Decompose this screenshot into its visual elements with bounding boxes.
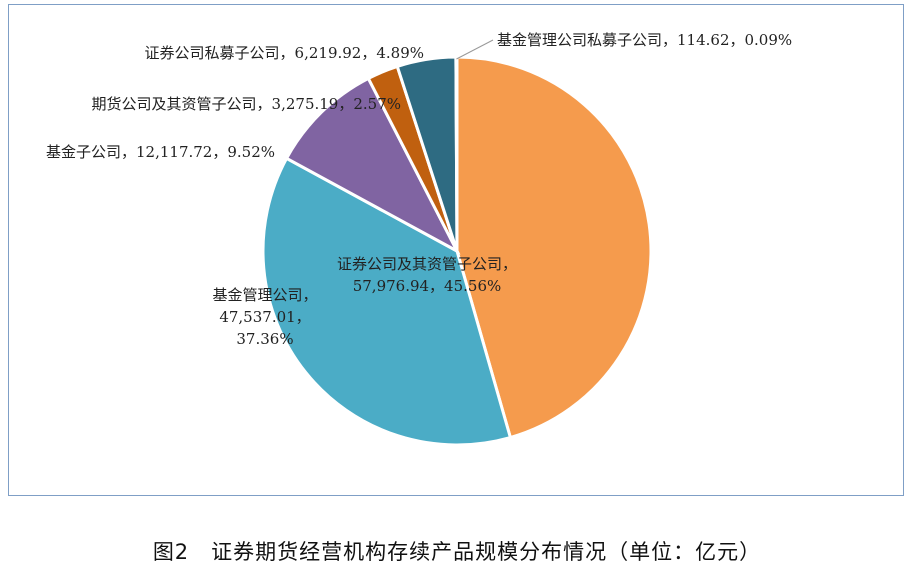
pie-slice-1 (455, 55, 653, 440)
pie-slice-3 (284, 76, 461, 255)
slice-label-6: 基金管理公司私募子公司，114.62，0.09% (497, 31, 792, 49)
slice-label-4: 期货公司及其资管子公司，3,275.19，2.57% (92, 95, 401, 113)
slice-label-5: 证券公司私募子公司，6,219.92，4.89% (145, 44, 424, 62)
slice-label-1: 证券公司及其资管子公司， 57,976.94，45.56% (337, 255, 517, 295)
pie-chart: 证券公司及其资管子公司， 57,976.94，45.56% 基金管理公司， 47,53… (46, 31, 792, 447)
figure-caption: 图2 证券期货经营机构存续产品规模分布情况（单位：亿元） (152, 540, 762, 564)
slice-label-2: 基金管理公司， 47,537.01， 37.36% (212, 286, 317, 348)
pie-slice-2 (261, 156, 513, 447)
pie-slice-6 (454, 55, 459, 252)
leader-line-6 (456, 39, 494, 60)
slice-label-3: 基金子公司，12,117.72，9.52% (46, 143, 275, 161)
chart-frame: 证券公司及其资管子公司， 57,976.94，45.56% 基金管理公司， 47,53… (8, 4, 904, 496)
